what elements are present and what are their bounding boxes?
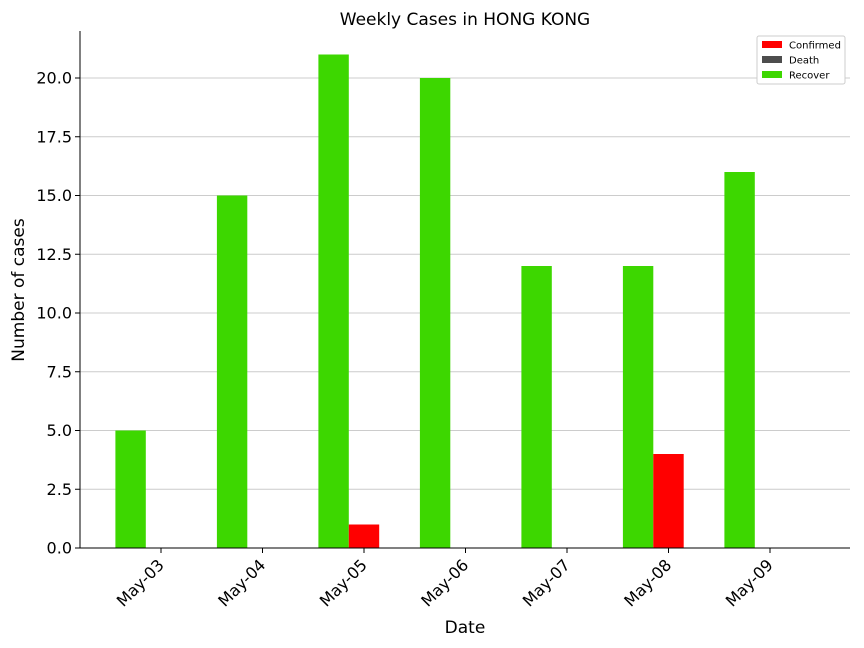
y-tick-label: 0.0 (47, 539, 72, 558)
x-tick-label: May-04 (214, 555, 269, 610)
bar-confirmed-may-08 (653, 454, 684, 548)
bar-recover-may-05 (318, 54, 349, 548)
y-axis-label: Number of cases (9, 218, 29, 362)
x-tick-label: May-08 (620, 555, 675, 610)
bars (115, 54, 755, 548)
legend: Confirmed Death Recover (756, 35, 846, 85)
x-axis-label: Date (445, 618, 486, 638)
bar-recover-may-03 (115, 430, 146, 548)
y-tick-label: 7.5 (47, 362, 72, 381)
legend-swatch-recover (762, 71, 782, 78)
bar-recover-may-04 (216, 195, 248, 548)
y-tick-label: 15.0 (36, 186, 72, 205)
y-tick-label: 12.5 (36, 245, 72, 264)
chart-title: Weekly Cases in HONG KONG (340, 10, 590, 30)
x-tick-label: May-07 (519, 555, 574, 610)
x-tick-label: May-09 (722, 555, 777, 610)
y-tick-label: 10.0 (36, 304, 72, 323)
x-tick-label: May-05 (316, 555, 371, 610)
y-tick-label: 17.5 (36, 127, 72, 146)
bar-recover-may-09 (724, 172, 755, 548)
bar-confirmed-may-05 (348, 524, 380, 548)
y-tick-label: 20.0 (36, 69, 72, 88)
y-tick-label: 5.0 (47, 421, 72, 440)
bar-recover-may-06 (419, 78, 451, 548)
legend-label-confirmed: Confirmed (789, 41, 841, 52)
legend-swatch-confirmed (762, 41, 782, 48)
legend-label-recover: Recover (789, 71, 830, 82)
y-tick-label: 2.5 (47, 480, 72, 499)
bar-recover-may-07 (521, 266, 552, 548)
bar-recover-may-08 (622, 266, 654, 548)
legend-swatch-death (762, 56, 782, 63)
legend-label-death: Death (789, 56, 819, 67)
grid-lines (80, 77, 850, 490)
x-tick-label: May-06 (417, 555, 472, 610)
x-tick-label: May-03 (113, 555, 168, 610)
